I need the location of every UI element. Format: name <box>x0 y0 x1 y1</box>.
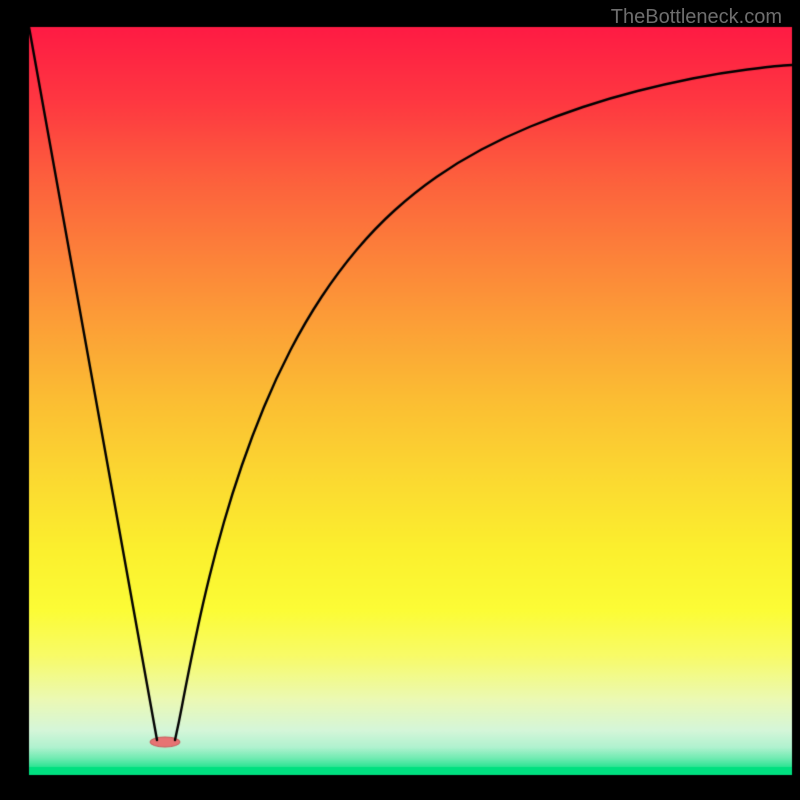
watermark-text: TheBottleneck.com <box>611 6 782 29</box>
chart-canvas <box>0 0 800 800</box>
bottleneck-chart: TheBottleneck.com <box>0 0 800 800</box>
